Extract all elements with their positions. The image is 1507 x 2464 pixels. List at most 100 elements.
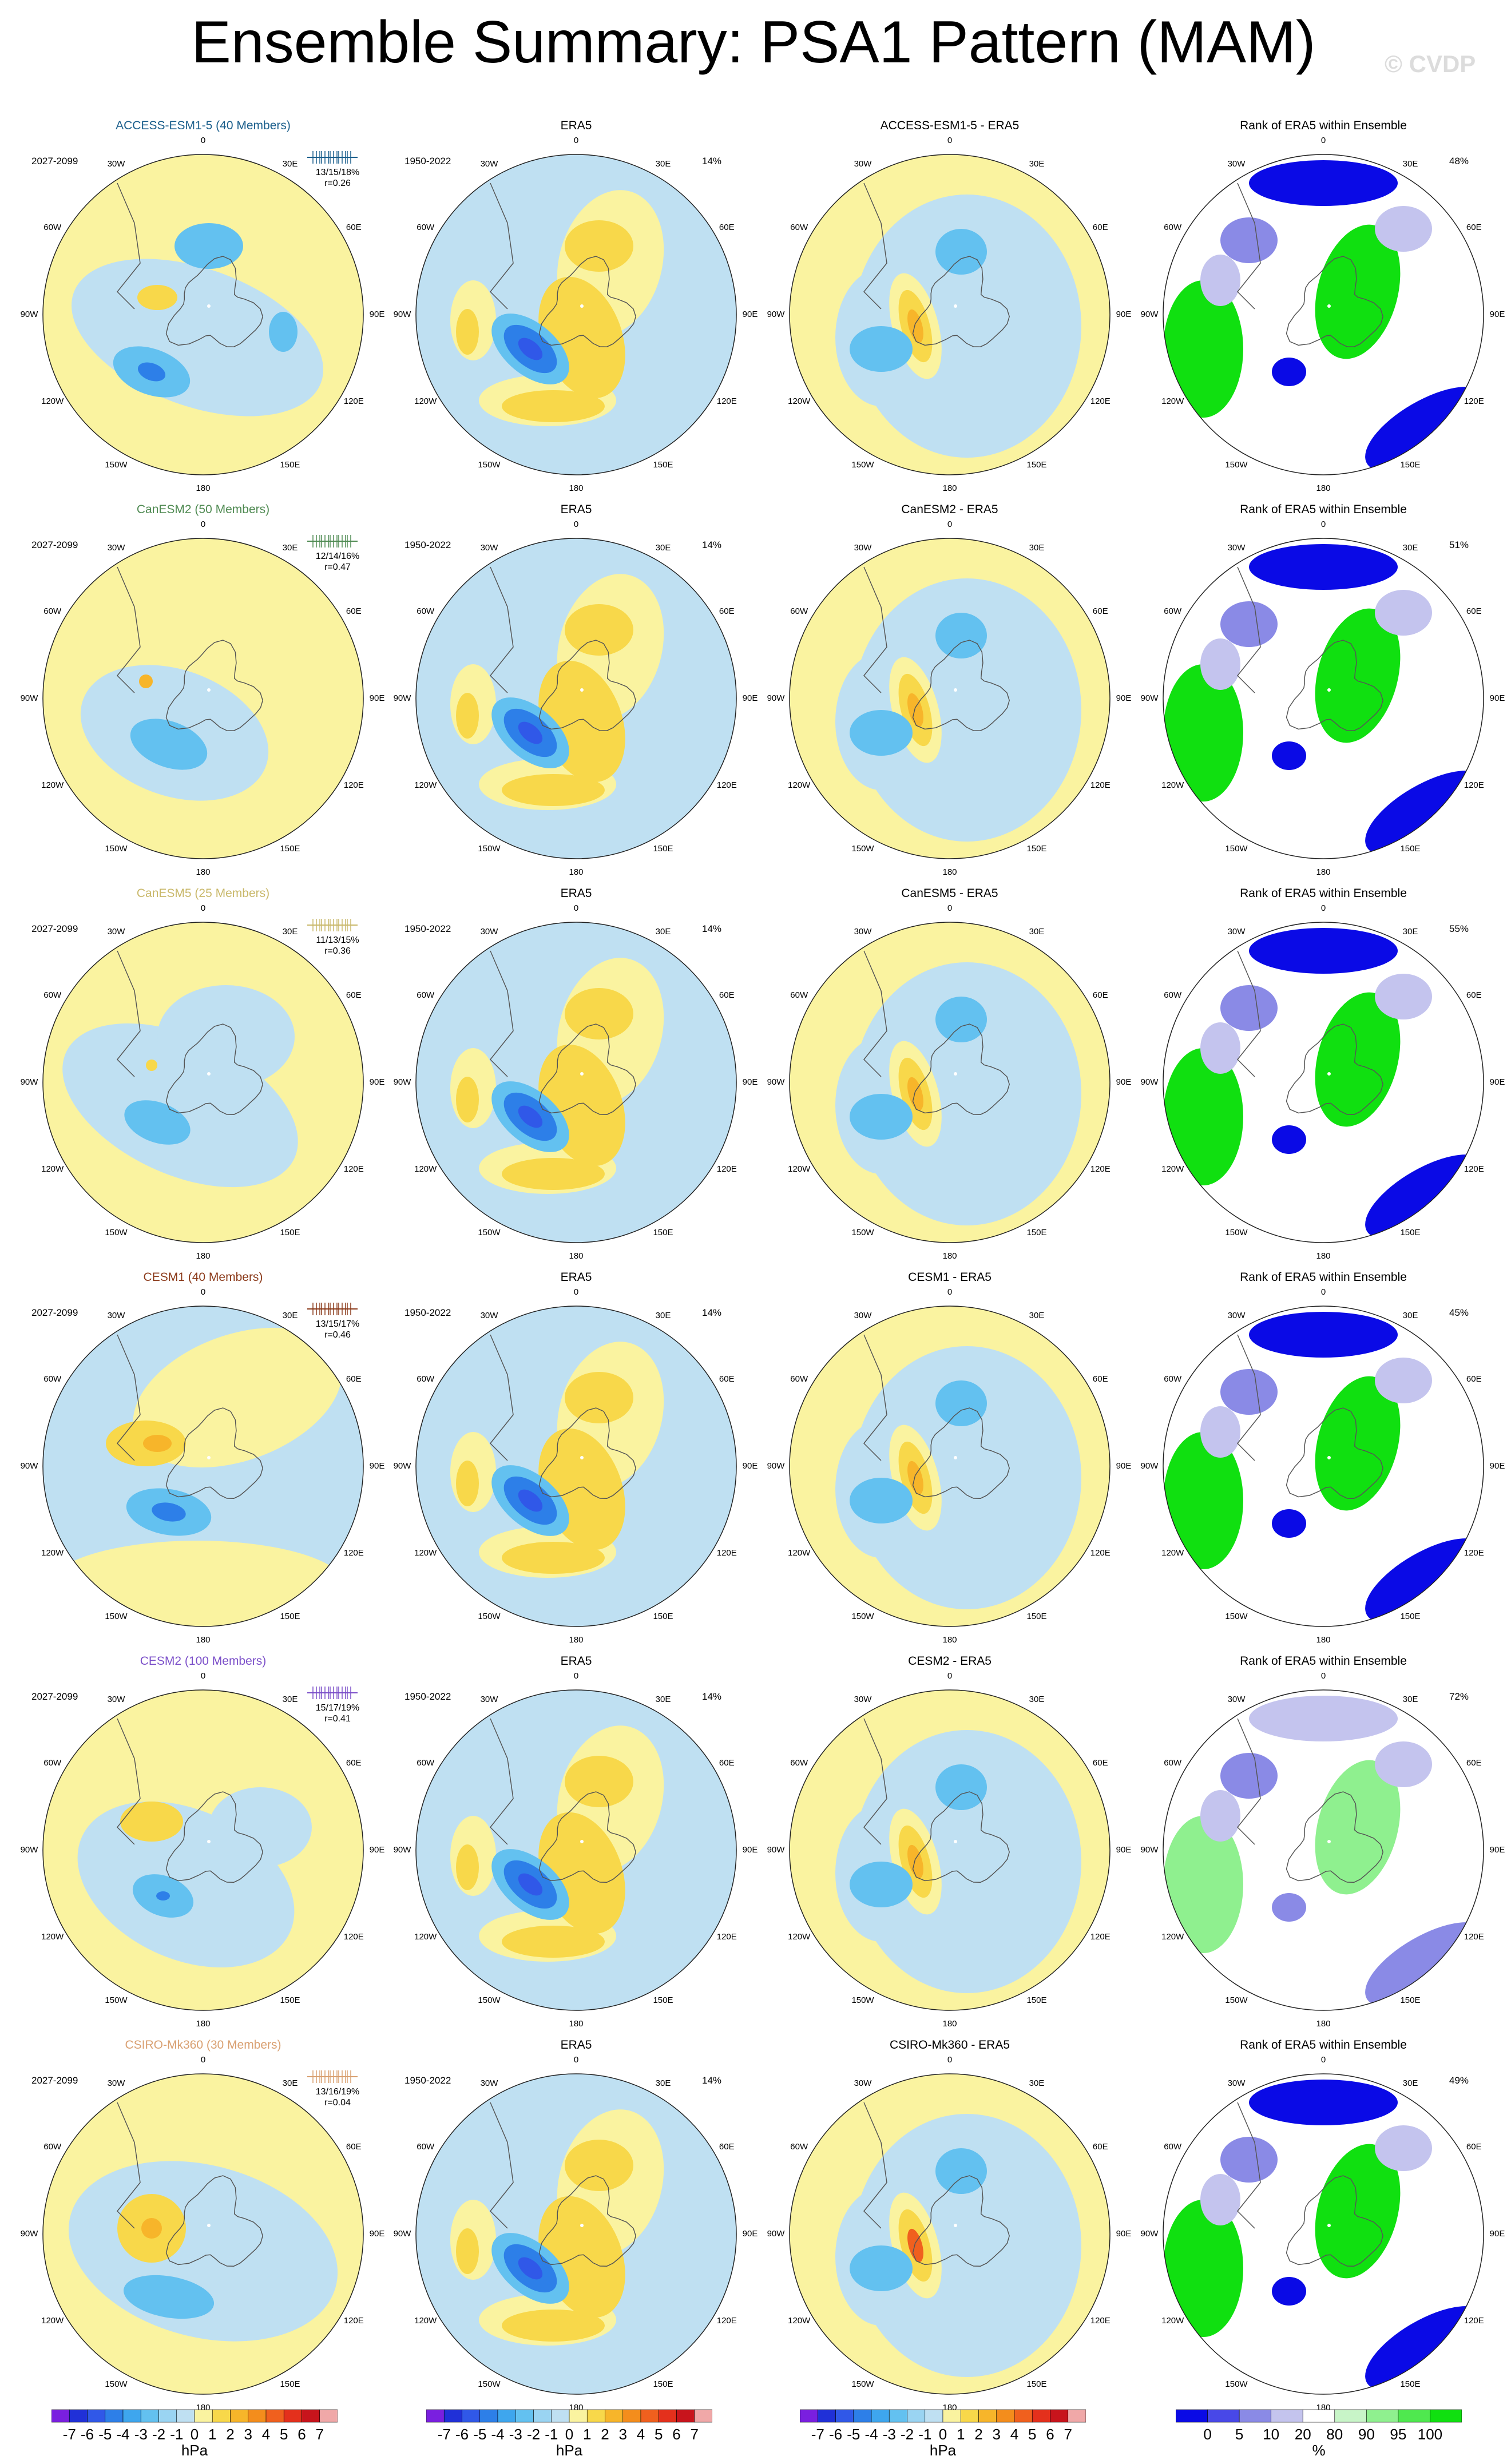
longitude-label: 90E	[742, 310, 758, 319]
map-boundary	[42, 1306, 364, 1627]
pole-marker	[207, 1072, 211, 1076]
colorbar-tick-label: -5	[473, 2426, 487, 2443]
colorbar-tick-label: 4	[1010, 2426, 1019, 2443]
longitude-label: 0	[947, 1671, 953, 1681]
map-content	[1163, 538, 1484, 859]
longitude-label: 90W	[1140, 1845, 1159, 1855]
longitude-label: 0	[947, 136, 953, 145]
longitude-label: 60W	[43, 1374, 62, 1384]
longitude-label: 60W	[1164, 1374, 1182, 1384]
colorbar-tick-label: 4	[261, 2426, 271, 2443]
coastline	[489, 2102, 514, 2229]
longitude-label: 30W	[480, 926, 498, 937]
longitude-label: 30E	[282, 1310, 298, 1320]
longitude-label: 150W	[105, 844, 128, 854]
longitude-label: 60E	[346, 990, 362, 1000]
longitude-label: 30E	[282, 926, 298, 937]
coastline	[1286, 256, 1383, 347]
map-boundary	[415, 154, 737, 475]
map-content	[1163, 2073, 1484, 2395]
longitude-label: 60W	[43, 1758, 62, 1768]
positive-anomaly	[502, 2310, 605, 2342]
longitude-label: 90E	[369, 693, 385, 703]
variance-range: 13/16/19%	[315, 2087, 360, 2097]
longitude-label: 60E	[346, 1758, 362, 1768]
longitude-label: 120E	[1464, 2316, 1484, 2326]
longitude-label: 150E	[1026, 1995, 1047, 2006]
longitude-label: 30W	[480, 1694, 498, 1704]
map-boundary	[415, 1306, 737, 1627]
polar-map	[1163, 2073, 1484, 2395]
panel-model: CSIRO-Mk360 (30 Members) 2027-2099 13/16/1…	[21, 2034, 385, 2413]
longitude-label: 120W	[788, 780, 811, 790]
colorbar-swatch	[817, 2409, 836, 2423]
colorbar-swatch	[51, 2409, 70, 2423]
pole-marker	[580, 1456, 584, 1459]
colorbar-tick-label: 0	[190, 2426, 199, 2443]
colorbar-swatches	[800, 2409, 1086, 2423]
longitude-label: 0	[1320, 519, 1326, 529]
negative-anomaly	[175, 223, 243, 269]
longitude-label: 60E	[1092, 1374, 1108, 1384]
longitude-label: 90W	[1140, 693, 1159, 703]
longitude-label: 30W	[854, 542, 872, 553]
colorbar-swatch	[835, 2409, 854, 2423]
polar-map	[789, 2073, 1111, 2395]
rank-percent: 51%	[1449, 539, 1469, 550]
map-content	[789, 154, 1111, 475]
polar-map	[415, 922, 737, 1243]
colorbar-swatch	[1050, 2409, 1069, 2423]
longitude-label: 180	[1316, 2019, 1331, 2029]
longitude-label: 120E	[343, 1932, 364, 1942]
longitude-label: 120W	[788, 1932, 811, 1942]
colorbar-swatch	[1239, 2409, 1271, 2423]
panel-rank: Rank of ERA5 within Ensemble 51% 0 30E 60E 90…	[1141, 498, 1505, 877]
longitude-label: 30E	[1029, 158, 1045, 169]
longitude-label: 90W	[767, 1077, 785, 1087]
negative-anomaly	[852, 2114, 1081, 2377]
map-content	[42, 922, 364, 1243]
field-layer	[416, 922, 736, 1243]
negative-anomaly	[935, 997, 987, 1042]
negative-anomaly	[518, 1489, 543, 1512]
longitude-label: 30W	[1227, 926, 1246, 937]
longitude-label: 90W	[393, 693, 411, 703]
map-content	[1163, 922, 1484, 1243]
longitude-label: 60E	[1466, 1758, 1482, 1768]
colorbar-tick-label: -1	[918, 2426, 932, 2443]
field-layer	[790, 538, 1110, 859]
pole-marker	[580, 1840, 584, 1843]
longitude-label: 60E	[1092, 990, 1108, 1000]
longitude-label: 60W	[43, 990, 62, 1000]
longitude-label: 180	[196, 867, 211, 877]
longitude-label: 150W	[851, 1228, 874, 1238]
pattern-correlation: r=0.47	[324, 562, 351, 572]
map-content	[42, 1689, 364, 2011]
negative-anomaly	[152, 1502, 186, 1522]
pole-marker	[954, 1072, 957, 1076]
longitude-label: 150E	[280, 2379, 300, 2390]
colorbar-swatch	[515, 2409, 534, 2423]
colorbar-swatch	[1271, 2409, 1303, 2423]
colorbar-swatch	[1398, 2409, 1430, 2423]
colorbar-tick-label: 6	[1046, 2426, 1054, 2443]
longitude-label: 60W	[417, 606, 435, 616]
map-content	[789, 1689, 1111, 2011]
longitude-label: 120E	[716, 396, 737, 406]
longitude-label: 150W	[105, 1995, 128, 2006]
rank-high	[1163, 1432, 1243, 1569]
rank-low	[1375, 2125, 1432, 2171]
longitude-label: 30W	[480, 2078, 498, 2088]
colorbar-swatch	[1032, 2409, 1050, 2423]
coastline	[863, 2102, 887, 2229]
longitude-label: 120W	[414, 780, 437, 790]
negative-anomaly	[852, 962, 1081, 1225]
longitude-label: 150W	[478, 2379, 501, 2390]
colorbar-tick-label: 3	[992, 2426, 1001, 2443]
panel-years: 2027-2099	[31, 2075, 78, 2086]
field-layer	[790, 2074, 1110, 2394]
negative-anomaly	[269, 312, 298, 352]
longitude-label: 60E	[346, 606, 362, 616]
ensemble-stats: 12/14/16% r=0.47	[306, 551, 369, 573]
colorbar-unit: %	[1312, 2442, 1326, 2459]
